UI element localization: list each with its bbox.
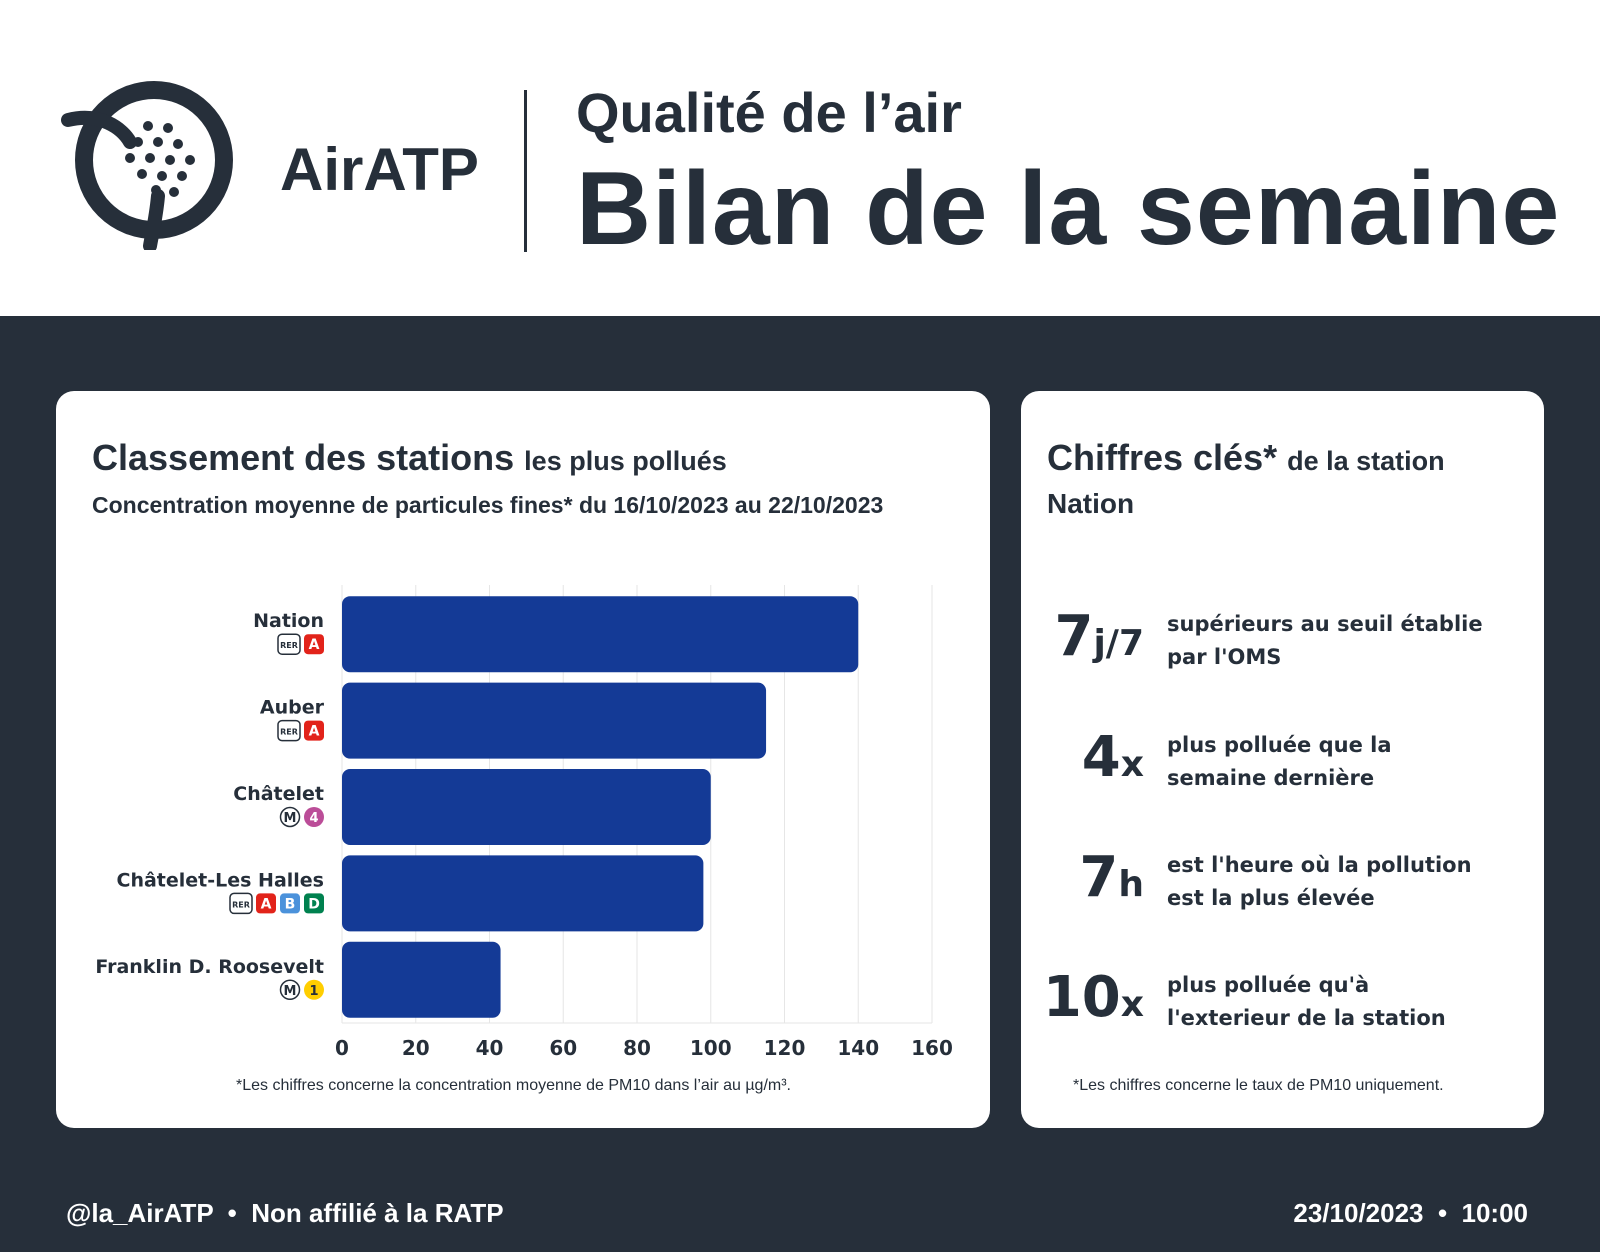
airatp-logo-icon xyxy=(61,81,233,250)
keyfigures-title: Chiffres clés* de la station xyxy=(1047,437,1445,479)
x-tick-label: 80 xyxy=(623,1036,651,1060)
footer-right: 23/10/2023 • 10:00 xyxy=(1293,1198,1528,1228)
rer-line-badge-icon xyxy=(304,893,324,914)
keyfigure-text: supérieurs au seuil établie par l'OMS xyxy=(1167,612,1483,669)
rer-line-badge-icon xyxy=(304,634,324,655)
footer-left: @la_AirATP • Non affilié à la RATP xyxy=(66,1198,504,1228)
metro-badge-icon xyxy=(279,979,301,1001)
keyfigures-footnote: *Les chiffres concerne le taux de PM10 u… xyxy=(1073,1077,1444,1094)
page-title: Bilan de la semaine xyxy=(576,151,1561,267)
keyfigures-card: Chiffres clés* de la station Nation *Les… xyxy=(1021,391,1544,1128)
keyfigure-value: 10x xyxy=(1042,965,1144,1030)
rer-line-badge-label: A xyxy=(261,896,272,912)
rer-line-badge-icon xyxy=(304,720,324,741)
page-supertitle: Qualité de l’air xyxy=(576,81,962,144)
bar xyxy=(342,769,711,845)
keyfigure-item: 7h est l'heure où la pollution est la pl… xyxy=(1021,845,1544,925)
rer-badge-icon xyxy=(229,892,253,915)
ranking-subtitle: Concentration moyenne de particules fine… xyxy=(92,492,884,518)
station-name: Châtelet-Les Halles xyxy=(117,869,325,891)
brand-name: AirATP xyxy=(280,136,479,203)
metro-badge-label: M xyxy=(284,984,297,999)
x-tick-label: 40 xyxy=(476,1036,504,1060)
rer-badge-icon xyxy=(277,633,301,655)
bar xyxy=(342,941,501,1018)
keyfigures-title-main: Chiffres clés* xyxy=(1047,437,1278,478)
rer-line-badge-label: A xyxy=(309,724,320,740)
header-divider xyxy=(524,90,527,252)
rer-line-badge-label: D xyxy=(308,896,320,912)
keyfigures-station: Nation xyxy=(1047,488,1135,519)
bar xyxy=(342,682,767,759)
rer-line-badge-icon xyxy=(280,893,300,914)
bar xyxy=(342,596,859,673)
metro-badge-label: M xyxy=(284,811,297,826)
keyfigure-text: est l'heure où la pollution est la plus … xyxy=(1167,853,1472,910)
keyfigure-value: 7j/7 xyxy=(1054,604,1144,669)
ranking-bar-chart: 0 20 40 60 80 100 120 140 160 Nation RER A Auber RER A… xyxy=(95,585,953,1060)
header-banner: AirATP Qualité de l’air Bilan de la sema… xyxy=(0,0,1600,316)
x-tick-label: 140 xyxy=(837,1036,879,1060)
keyfigure-item: 10x plus polluée qu'à l'exterieur de la … xyxy=(1021,965,1544,1045)
keyfigure-text: plus polluée que la semaine dernière xyxy=(1167,733,1392,790)
x-tick-label: 60 xyxy=(549,1036,577,1060)
metro-line-badge-icon xyxy=(304,979,324,1000)
rer-badge-label: RER xyxy=(280,641,298,650)
metro-line-badge-label: 4 xyxy=(309,811,318,826)
x-tick-label: 120 xyxy=(764,1036,806,1060)
rer-badge-icon xyxy=(277,719,301,742)
station-name: Châtelet xyxy=(233,783,324,805)
bar xyxy=(342,855,704,932)
keyfigure-value: 4x xyxy=(1081,725,1144,790)
ranking-title: Classement des stations les plus pollués xyxy=(92,437,727,479)
x-tick-label: 0 xyxy=(335,1036,349,1060)
ranking-card: Classement des stations les plus pollués… xyxy=(56,391,990,1128)
metro-line-badge-icon xyxy=(304,807,324,827)
keyfigures-title-small: de la station xyxy=(1287,446,1445,476)
station-name: Franklin D. Roosevelt xyxy=(95,956,324,978)
ranking-title-small: les plus pollués xyxy=(524,446,727,476)
x-tick-label: 20 xyxy=(402,1036,430,1060)
station-name: Auber xyxy=(260,697,325,719)
keyfigure-text: plus polluée qu'à l'exterieur de la stat… xyxy=(1167,973,1446,1030)
keyfigure-item: 4x plus polluée que la semaine dernière xyxy=(1021,725,1544,805)
rer-line-badge-icon xyxy=(256,893,276,914)
station-name: Nation xyxy=(253,610,324,632)
ranking-title-main: Classement des stations xyxy=(92,437,515,478)
keyfigure-item: 7j/7 supérieurs au seuil établie par l'O… xyxy=(1021,604,1544,684)
metro-line-badge-label: 1 xyxy=(309,984,318,999)
rer-line-badge-label: A xyxy=(309,637,320,653)
metro-badge-icon xyxy=(279,806,301,828)
rer-badge-label: RER xyxy=(232,900,250,909)
keyfigure-value: 7h xyxy=(1079,845,1144,910)
x-tick-label: 160 xyxy=(911,1036,953,1060)
rer-badge-label: RER xyxy=(280,728,298,737)
ranking-footnote: *Les chiffres concerne la concentration … xyxy=(236,1077,791,1094)
rer-line-badge-label: B xyxy=(285,896,296,912)
x-tick-label: 100 xyxy=(690,1036,732,1060)
